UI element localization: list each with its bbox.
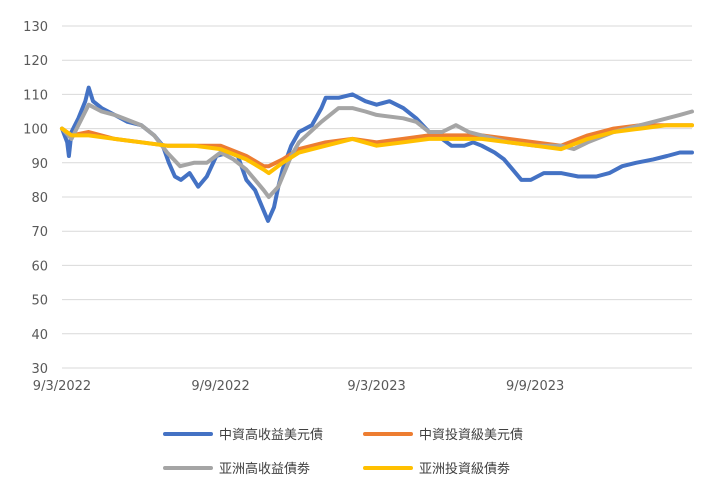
legend-label: 中資高收益美元債 — [219, 427, 323, 443]
y-tick-label: 60 — [31, 259, 48, 274]
y-tick-label: 100 — [23, 123, 48, 138]
series-line-3 — [60, 102, 694, 199]
y-tick-label: 70 — [31, 225, 48, 240]
y-tick-label: 120 — [23, 54, 48, 69]
x-tick-label: 9/3/2022 — [33, 379, 91, 394]
gridlines — [62, 25, 692, 369]
x-tick-label: 9/3/2023 — [347, 379, 405, 394]
legend-label: 亚洲高收益債劵 — [219, 461, 310, 477]
legend-item: 中資高收益美元債 — [163, 427, 323, 443]
series-line-4 — [60, 123, 694, 176]
legend-item: 亚洲投資級債劵 — [363, 461, 510, 477]
y-tick-label: 30 — [31, 362, 48, 377]
y-axis-ticks: 30 40 50 60 70 80 90 100 110 120 130 — [23, 20, 48, 377]
y-tick-label: 130 — [23, 20, 48, 35]
series-line-1 — [60, 85, 694, 223]
y-tick-label: 50 — [31, 294, 48, 309]
series-lines — [60, 85, 694, 223]
y-tick-label: 90 — [31, 157, 48, 172]
legend-item: 中資投資級美元債 — [363, 427, 523, 443]
x-tick-label: 9/9/2023 — [506, 379, 564, 394]
y-tick-label: 110 — [23, 88, 48, 103]
y-tick-label: 80 — [31, 191, 48, 206]
y-tick-label: 40 — [31, 328, 48, 343]
x-axis-ticks: 9/3/2022 9/9/2022 9/3/2023 9/9/2023 — [33, 379, 565, 394]
x-tick-label: 9/9/2022 — [191, 379, 249, 394]
legend-label: 亚洲投資級債劵 — [419, 461, 510, 477]
legend-item: 亚洲高收益債劵 — [163, 461, 310, 477]
legend-label: 中資投資級美元債 — [419, 427, 523, 443]
